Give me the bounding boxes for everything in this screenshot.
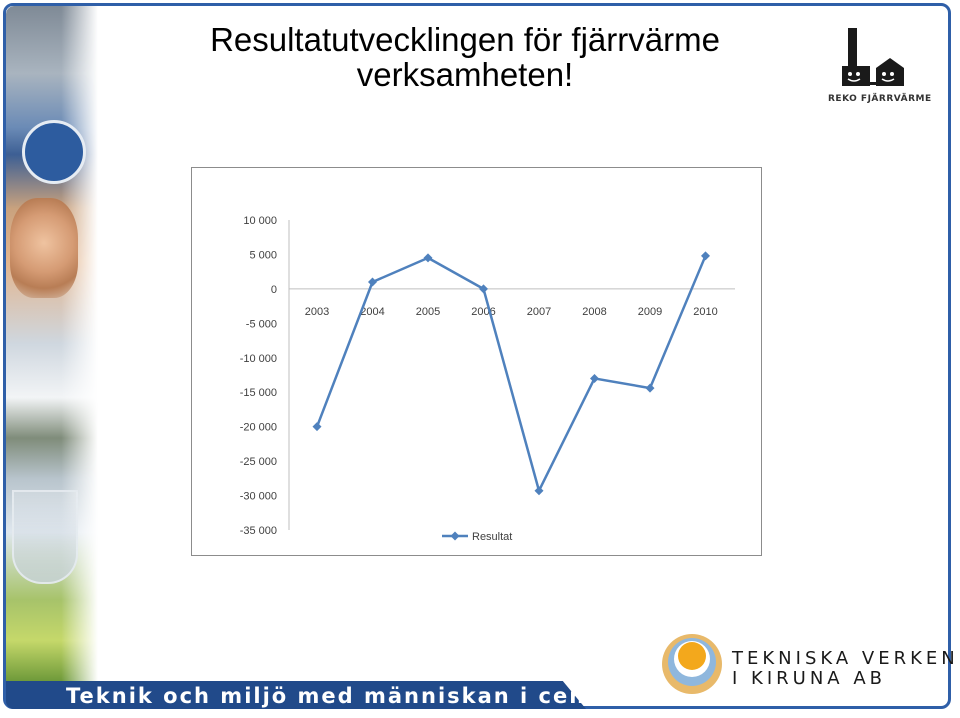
legend-marker-icon bbox=[450, 531, 460, 541]
data-point bbox=[423, 253, 433, 263]
bicycle-sign-icon bbox=[22, 120, 86, 184]
company-name-line-2: I KIRUNA AB bbox=[732, 668, 886, 689]
data-point bbox=[645, 383, 655, 393]
bottom-tagline: Teknik och miljö med människan i centrum bbox=[66, 684, 652, 708]
title-line-2: verksamheten! bbox=[356, 56, 574, 93]
y-tick-label: -20 000 bbox=[240, 422, 277, 434]
company-name-line-1: TEKNISKA VERKEN bbox=[732, 648, 959, 669]
chart-svg: 10 000 5 000 0 -5 000 -10 000 -15 000 -20 000 -… bbox=[240, 215, 735, 543]
y-tick-label: -30 000 bbox=[240, 491, 277, 503]
result-chart: 10 000 5 000 0 -5 000 -10 000 -15 000 -20 000 -… bbox=[191, 167, 762, 556]
data-point bbox=[590, 373, 599, 383]
y-tick-label: -25 000 bbox=[240, 456, 277, 468]
y-tick-label: 10 000 bbox=[243, 215, 277, 227]
legend-label: Resultat bbox=[472, 531, 512, 543]
reko-fjarrvarme-logo-icon bbox=[842, 28, 904, 86]
series-line bbox=[315, 255, 707, 492]
data-point bbox=[701, 251, 710, 261]
y-tick-label: -10 000 bbox=[240, 353, 277, 365]
x-tick-label: 2009 bbox=[638, 306, 662, 318]
y-tick-label: 0 bbox=[271, 284, 277, 296]
person-photo bbox=[10, 198, 78, 298]
data-point bbox=[368, 277, 377, 287]
water-glass-photo bbox=[12, 490, 78, 584]
data-point bbox=[534, 486, 544, 496]
bottom-band bbox=[6, 681, 586, 709]
y-tick-label: -5 000 bbox=[246, 318, 277, 330]
x-tick-label: 2004 bbox=[360, 306, 384, 318]
data-point bbox=[479, 284, 488, 294]
x-tick-label: 2010 bbox=[693, 306, 717, 318]
x-tick-label: 2007 bbox=[527, 306, 551, 318]
data-point bbox=[312, 422, 322, 432]
tekniska-verken-sun-logo-icon bbox=[662, 634, 722, 694]
slide-title: Resultatutvecklingen för fjärrvärme verk… bbox=[150, 22, 780, 92]
x-tick-label: 2003 bbox=[305, 306, 329, 318]
x-tick-label: 2008 bbox=[582, 306, 606, 318]
reko-logo-text: REKO FJÄRRVÄRME bbox=[828, 94, 932, 104]
title-line-1: Resultatutvecklingen för fjärrvärme bbox=[210, 21, 720, 58]
y-tick-label: 5 000 bbox=[249, 249, 277, 261]
y-tick-label: -15 000 bbox=[240, 387, 277, 399]
y-tick-label: -35 000 bbox=[240, 525, 277, 537]
x-tick-label: 2005 bbox=[416, 306, 440, 318]
